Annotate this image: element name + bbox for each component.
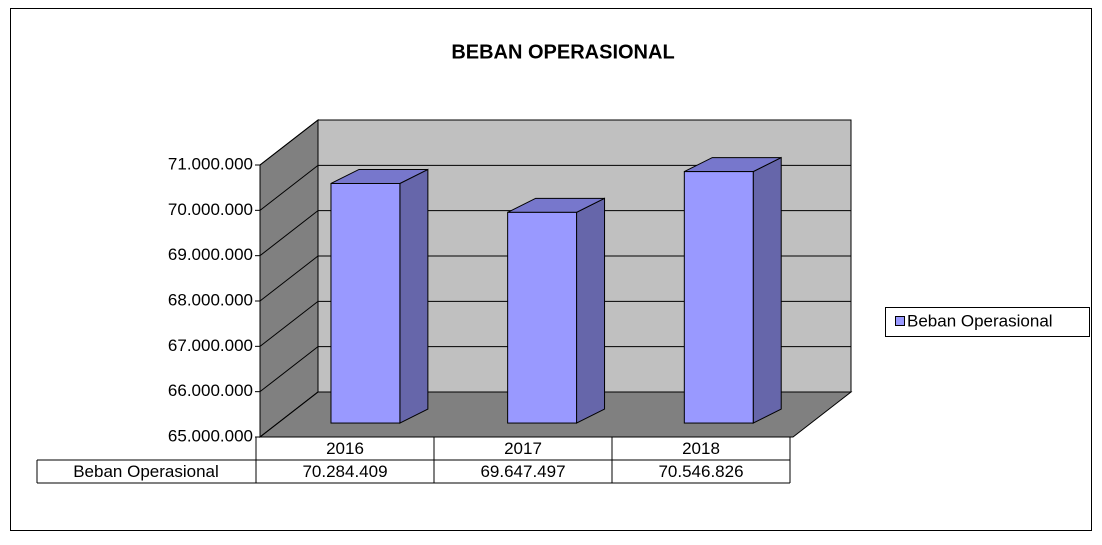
bar-side (752, 156, 782, 424)
bar (507, 211, 578, 424)
bar-side (576, 197, 606, 424)
y-tick-label: 71.000.000 (168, 154, 253, 173)
bar (683, 171, 754, 424)
y-tick-label: 67.000.000 (168, 336, 253, 355)
table-row-label: Beban Operasional (73, 462, 219, 481)
grid-line (259, 255, 319, 302)
data-label: 69.647.497 (480, 462, 565, 481)
bar (330, 182, 401, 424)
grid-line (259, 300, 319, 347)
y-tick-label: 66.000.000 (168, 381, 253, 400)
bar-side (399, 168, 429, 424)
grid-line (259, 119, 319, 166)
y-tick-label: 69.000.000 (168, 245, 253, 264)
x-tick-label: 2018 (682, 439, 720, 458)
chart-title: BEBAN OPERASIONAL (451, 41, 674, 63)
y-tick-label: 70.000.000 (168, 200, 253, 219)
legend-swatch (895, 316, 905, 326)
data-label: 70.546.826 (658, 462, 743, 481)
x-tick-label: 2016 (326, 439, 364, 458)
grid-line (259, 391, 319, 438)
data-label: 70.284.409 (302, 462, 387, 481)
grid-line (259, 164, 319, 211)
legend-box (885, 307, 1090, 337)
y-tick-label: 65.000.000 (168, 426, 253, 445)
grid-line (259, 346, 319, 393)
y-tick-label: 68.000.000 (168, 290, 253, 309)
grid-line (259, 210, 319, 257)
legend-label: Beban Operasional (907, 311, 1053, 330)
x-tick-label: 2017 (504, 439, 542, 458)
